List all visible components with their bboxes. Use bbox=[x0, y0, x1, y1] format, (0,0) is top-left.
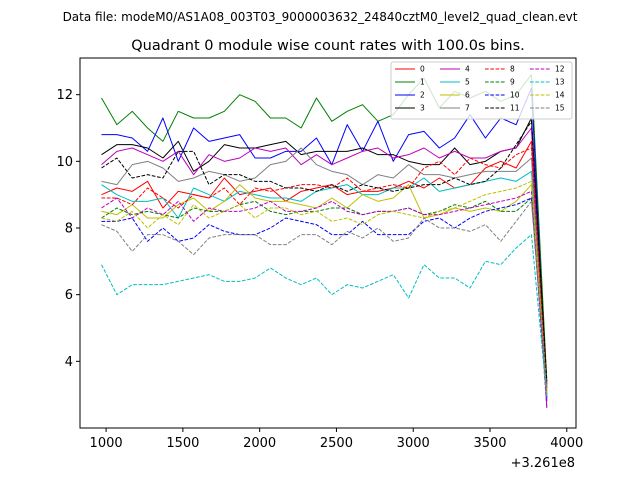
series-line-11 bbox=[101, 120, 548, 382]
legend-item-5: 5 bbox=[440, 78, 470, 87]
legend-label: 9 bbox=[510, 78, 515, 87]
legend-item-3: 3 bbox=[395, 104, 425, 113]
plot-frame bbox=[79, 57, 577, 429]
x-tick-label: 2000 bbox=[243, 436, 276, 451]
series-line-13 bbox=[101, 234, 548, 399]
y-tick-label: 8 bbox=[65, 222, 73, 237]
legend-label: 14 bbox=[555, 91, 565, 100]
series-line-6 bbox=[101, 184, 548, 392]
legend-item-1: 1 bbox=[395, 78, 425, 87]
legend-item-7: 7 bbox=[440, 104, 470, 113]
legend-label: 5 bbox=[465, 78, 470, 87]
x-axis: 1000 1500 2000 2500 3000 3500 4000 bbox=[90, 428, 583, 451]
legend-label: 4 bbox=[465, 65, 470, 74]
series-line-8 bbox=[101, 147, 548, 389]
series-line-9 bbox=[101, 197, 548, 395]
series-line-4 bbox=[101, 127, 548, 409]
legend-item-4: 4 bbox=[440, 65, 470, 74]
legend-item-10: 10 bbox=[485, 91, 520, 100]
chart-title: Quadrant 0 module wise count rates with … bbox=[131, 38, 525, 54]
legend-label: 2 bbox=[420, 91, 425, 100]
legend-box bbox=[390, 61, 573, 120]
series-line-12 bbox=[101, 190, 548, 409]
legend-item-6: 6 bbox=[440, 91, 470, 100]
legend-item-12: 12 bbox=[530, 65, 565, 74]
x-tick-label: 2500 bbox=[320, 436, 353, 451]
legend-label: 11 bbox=[510, 104, 520, 113]
legend-label: 10 bbox=[510, 91, 520, 100]
y-tick-label: 10 bbox=[56, 155, 73, 170]
legend-item-13: 13 bbox=[530, 78, 565, 87]
series-line-3 bbox=[101, 117, 548, 385]
legend-label: 3 bbox=[420, 104, 425, 113]
legend-item-9: 9 bbox=[485, 78, 515, 87]
legend-item-11: 11 bbox=[485, 104, 520, 113]
legend-label: 7 bbox=[465, 104, 470, 113]
x-tick-label: 1000 bbox=[90, 436, 123, 451]
legend-item-14: 14 bbox=[530, 91, 565, 100]
legend-item-8: 8 bbox=[485, 65, 515, 74]
series-line-14 bbox=[101, 180, 548, 395]
y-tick-label: 4 bbox=[65, 355, 73, 370]
x-tick-label: 4000 bbox=[550, 436, 583, 451]
legend-label: 6 bbox=[465, 91, 470, 100]
legend-item-2: 2 bbox=[395, 91, 425, 100]
series-line-10 bbox=[101, 197, 548, 399]
series-layer bbox=[101, 74, 548, 409]
y-tick-label: 12 bbox=[56, 88, 73, 103]
series-line-7 bbox=[101, 147, 548, 389]
x-tick-label: 3000 bbox=[397, 436, 430, 451]
legend-label: 13 bbox=[555, 78, 565, 87]
x-tick-label: 3500 bbox=[473, 436, 506, 451]
legend-label: 15 bbox=[555, 104, 565, 113]
x-offset-label: +3.261e8 bbox=[511, 456, 575, 471]
series-line-15 bbox=[101, 200, 548, 392]
legend-label: 0 bbox=[420, 65, 425, 74]
legend-label: 8 bbox=[510, 65, 515, 74]
legend-label: 1 bbox=[420, 78, 425, 87]
legend-item-0: 0 bbox=[395, 65, 425, 74]
x-tick-label: 1500 bbox=[166, 436, 199, 451]
y-tick-label: 6 bbox=[65, 288, 73, 303]
legend-label: 12 bbox=[555, 65, 565, 74]
legend-item-15: 15 bbox=[530, 104, 565, 113]
y-axis: 4 6 8 10 12 bbox=[56, 88, 80, 370]
suptitle: Data file: modeM0/AS1A08_003T03_90000036… bbox=[63, 10, 578, 24]
